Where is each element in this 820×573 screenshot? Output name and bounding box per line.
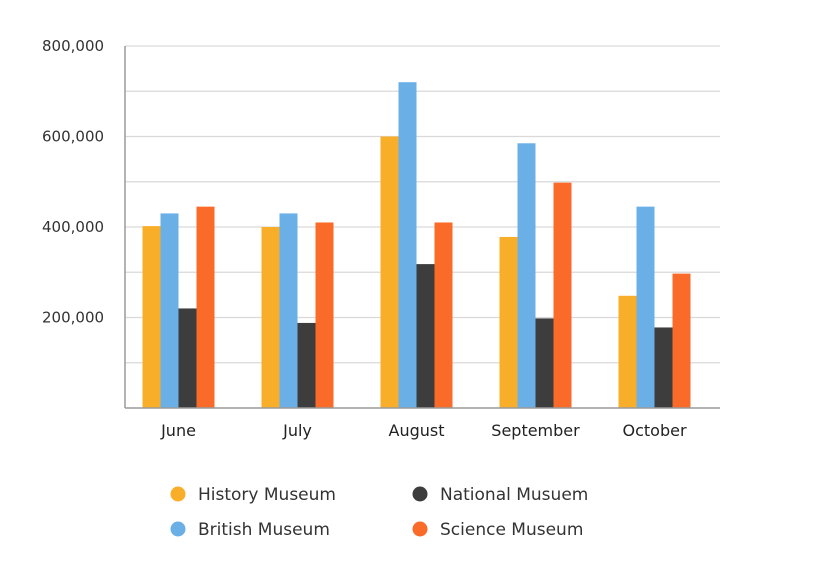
bar-british-museum-june [160,213,179,408]
legend-swatch [170,521,186,537]
legend-swatch [170,486,186,502]
legend-label: History Museum [198,485,336,505]
bar-british-museum-july [279,213,298,408]
y-tick-label: 800,000 [42,37,104,55]
bar-science-museum-july [315,222,334,408]
legend-label: Science Museum [440,520,583,540]
y-tick-label: 400,000 [42,218,104,236]
legend-swatch [412,486,428,502]
x-tick-label: October [622,421,686,440]
bar-british-museum-october [636,206,655,408]
bar-science-museum-june [196,206,215,408]
labels: 200,000 400,000 600,000 800,000 June July Augu… [42,37,687,440]
legend: History Museum British Museum National Mus… [170,485,588,540]
bar-history-museum-september [499,236,518,408]
bar-british-museum-august [398,82,417,408]
bar-history-museum-june [142,226,161,408]
y-tick-label: 200,000 [42,309,104,327]
bar-national-musuem-september [535,318,554,408]
bar-national-musuem-july [297,322,316,408]
bars [142,82,691,408]
x-tick-label: July [282,421,312,440]
bar-british-museum-september [517,143,536,408]
bar-national-musuem-june [178,308,197,408]
bar-science-museum-august [434,222,453,408]
legend-swatch [412,521,428,537]
bar-national-musuem-october [654,327,673,408]
axes [124,46,720,409]
legend-label: National Musuem [440,485,588,505]
bar-history-museum-july [261,227,280,408]
bar-national-musuem-august [416,264,435,408]
bar-science-museum-october [672,273,691,408]
x-tick-label: June [160,421,196,440]
x-tick-label: August [389,421,445,440]
legend-label: British Museum [198,520,330,540]
x-tick-label: September [491,421,580,440]
bar-science-museum-september [553,182,572,408]
bar-history-museum-october [618,295,637,408]
y-tick-label: 600,000 [42,128,104,146]
bar-history-museum-august [380,136,399,408]
